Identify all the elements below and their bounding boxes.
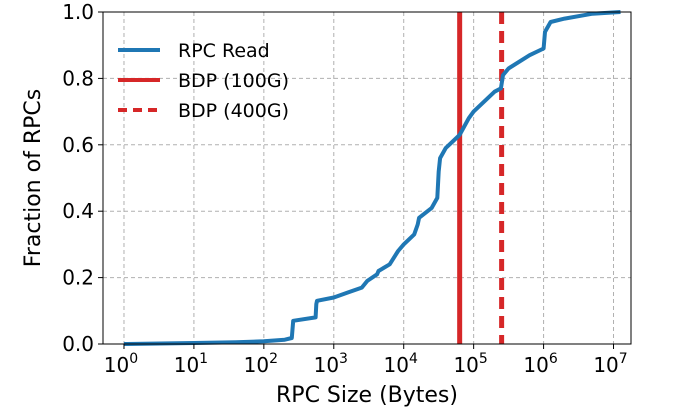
ticks: 100 101 102 103 104 105 106 107 0.0 0.2 0.4 0.6 0.8 1…: [62, 0, 628, 377]
legend-label-bdp-100g: BDP (100G): [178, 70, 289, 92]
x-tick-label: 103: [314, 351, 348, 377]
y-tick-label: 0.4: [62, 199, 94, 223]
plot-frame: [102, 11, 632, 345]
x-tick-label: 104: [384, 351, 418, 377]
x-tick-label: 105: [453, 351, 487, 377]
y-tick-label: 0.6: [62, 133, 94, 157]
x-tick-label: 101: [174, 351, 208, 377]
rpc-read-cdf-line: [123, 10, 621, 346]
legend: RPC Read BDP (100G) BDP (400G): [118, 40, 289, 122]
x-tick-label: 106: [523, 351, 557, 377]
x-axis-label: RPC Size (Bytes): [276, 383, 458, 408]
legend-label-rpc-read: RPC Read: [178, 40, 270, 62]
y-tick-label: 0.2: [62, 266, 94, 290]
legend-label-bdp-400g: BDP (400G): [178, 100, 289, 122]
y-tick-label: 1.0: [62, 0, 94, 24]
x-tick-label: 102: [244, 351, 278, 377]
x-tick-label: 107: [593, 351, 627, 377]
x-tick-label: 100: [104, 351, 138, 377]
y-tick-label: 0.8: [62, 66, 94, 90]
y-tick-label: 0.0: [62, 332, 94, 356]
series-lines: [123, 10, 621, 346]
y-axis-label: Fraction of RPCs: [21, 89, 46, 267]
